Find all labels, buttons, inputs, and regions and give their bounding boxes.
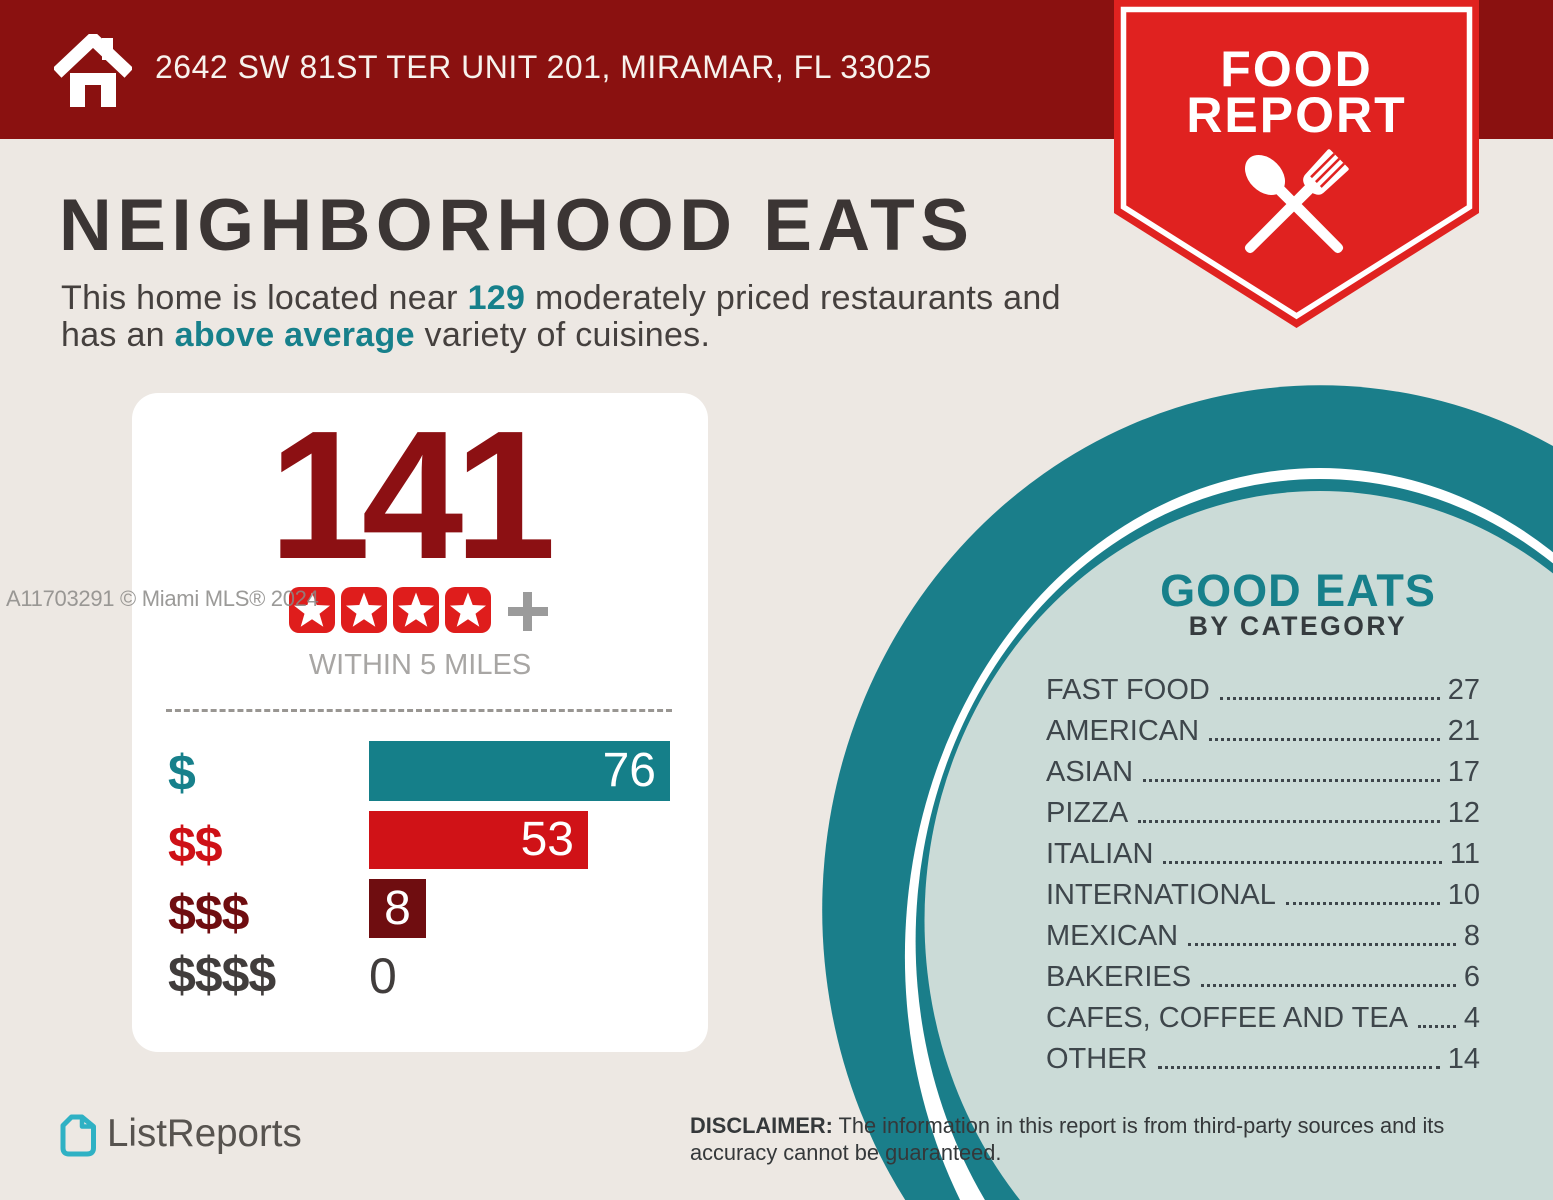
svg-text:FOOD: FOOD: [1220, 41, 1372, 97]
svg-text:REPORT: REPORT: [1186, 87, 1406, 143]
